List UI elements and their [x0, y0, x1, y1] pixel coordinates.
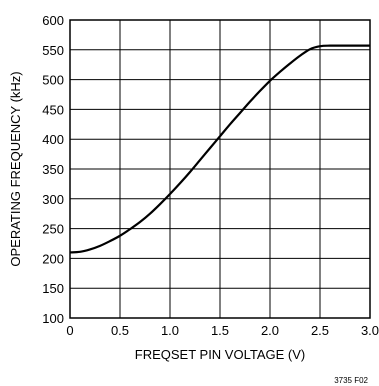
- series-line-0: [69, 44, 371, 254]
- y-tick-label: 300: [42, 192, 64, 207]
- x-tick-label: 1.5: [211, 323, 229, 338]
- figure-id: 3735 F02: [334, 376, 368, 385]
- y-tick-label: 450: [42, 102, 64, 117]
- y-tick-labels: 100 150 200 250 300 350 400 450 500 550 600: [42, 13, 64, 326]
- y-tick-label: 100: [42, 311, 64, 326]
- y-axis-title: OPERATING FREQUENCY (kHz): [8, 71, 23, 266]
- x-tick-label: 2.0: [261, 323, 279, 338]
- y-tick-label: 500: [42, 73, 64, 88]
- y-tick-label: 350: [42, 162, 64, 177]
- x-tick-label: 0.5: [111, 323, 129, 338]
- y-tick-label: 200: [42, 251, 64, 266]
- x-tick-label: 1.0: [161, 323, 179, 338]
- y-tick-label: 600: [42, 13, 64, 28]
- series-layer: [69, 44, 371, 254]
- x-tick-label: 0: [66, 323, 73, 338]
- y-tick-label: 250: [42, 222, 64, 237]
- grid-lines: [69, 19, 371, 319]
- y-tick-label: 150: [42, 281, 64, 296]
- y-tick-label: 550: [42, 43, 64, 58]
- x-axis-title: FREQSET PIN VOLTAGE (V): [135, 347, 305, 362]
- x-tick-label: 3.0: [361, 323, 379, 338]
- x-tick-labels: 0 0.5 1.0 1.5 2.0 2.5 3.0: [66, 323, 379, 338]
- plot-frame: [69, 19, 371, 319]
- y-tick-label: 400: [42, 132, 64, 147]
- x-tick-label: 2.5: [311, 323, 329, 338]
